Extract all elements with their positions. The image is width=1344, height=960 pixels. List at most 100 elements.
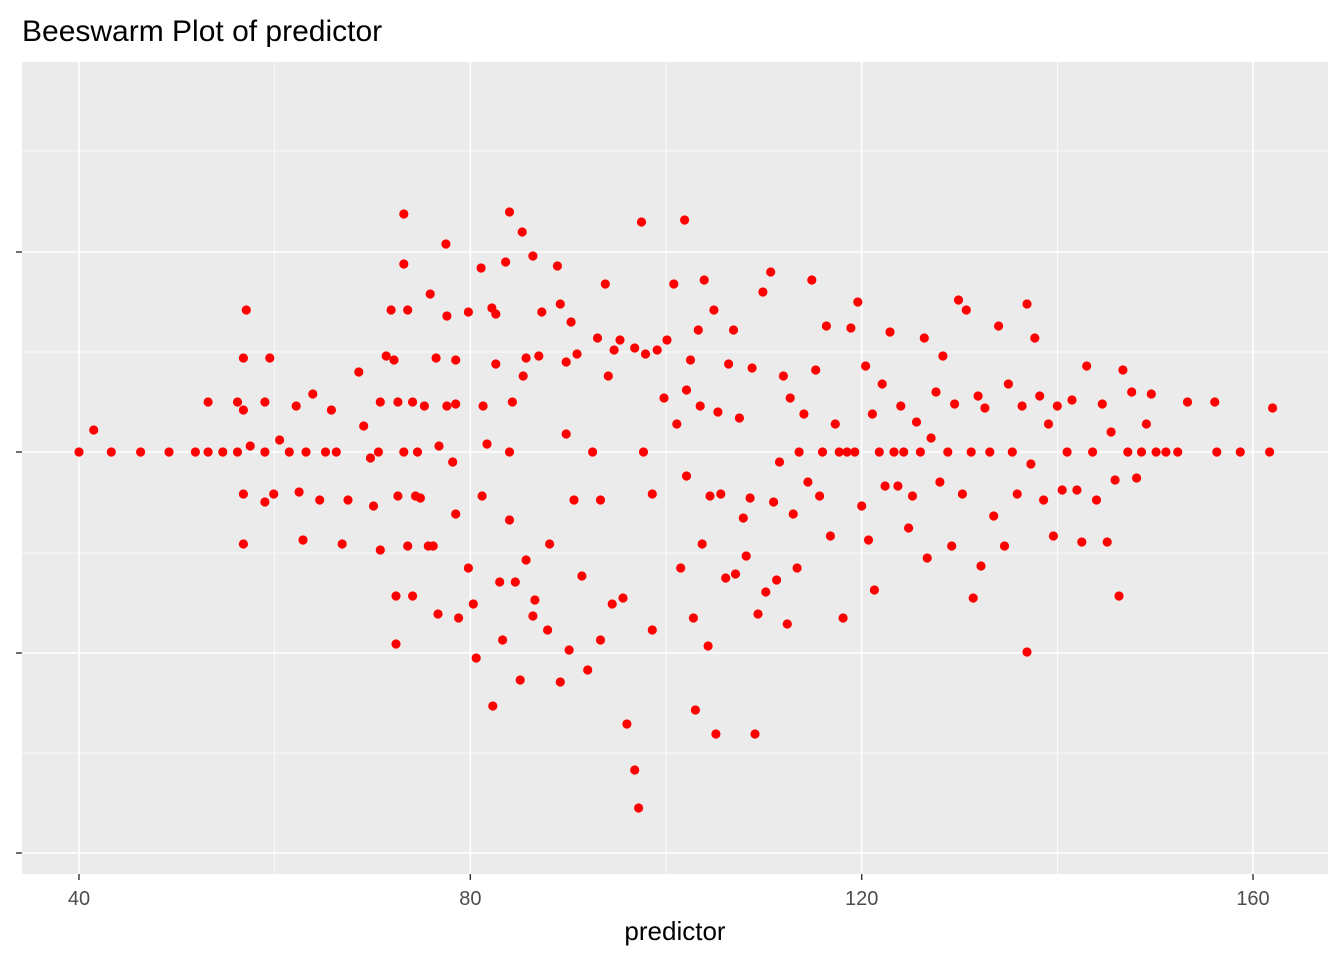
beeswarm-point — [747, 363, 757, 373]
beeswarm-point — [1212, 447, 1222, 457]
beeswarm-point — [463, 563, 473, 573]
beeswarm-point — [425, 289, 435, 299]
beeswarm-point — [697, 539, 707, 549]
beeswarm-point — [1141, 419, 1151, 429]
beeswarm-point — [1132, 473, 1142, 483]
beeswarm-point — [260, 397, 270, 407]
beeswarm-point — [275, 435, 285, 445]
beeswarm-point — [1030, 333, 1040, 343]
beeswarm-point — [753, 609, 763, 619]
beeswarm-point — [488, 701, 498, 711]
beeswarm-point — [877, 379, 887, 389]
beeswarm-point — [607, 599, 617, 609]
beeswarm-point — [985, 447, 995, 457]
beeswarm-point — [1123, 447, 1133, 457]
beeswarm-point — [595, 495, 606, 505]
beeswarm-point — [622, 719, 632, 729]
beeswarm-point — [203, 397, 213, 407]
beeswarm-point — [647, 489, 657, 499]
beeswarm-point — [815, 491, 825, 501]
beeswarm-point — [260, 447, 270, 457]
beeswarm-point — [343, 495, 353, 505]
beeswarm-point — [1210, 397, 1220, 407]
beeswarm-point — [365, 453, 376, 463]
beeswarm-point — [782, 619, 792, 629]
beeswarm-point — [634, 803, 644, 813]
beeswarm-point — [968, 593, 978, 603]
beeswarm-point — [630, 343, 640, 353]
beeswarm-point — [389, 355, 399, 365]
beeswarm-point — [867, 409, 878, 419]
beeswarm-point — [482, 439, 492, 449]
beeswarm-point — [477, 491, 487, 501]
x-tick-label: 120 — [845, 888, 878, 910]
beeswarm-point — [381, 351, 391, 361]
beeswarm-point — [238, 353, 248, 363]
beeswarm-point — [1035, 391, 1045, 401]
beeswarm-point — [724, 359, 734, 369]
beeswarm-point — [1072, 485, 1082, 495]
beeswarm-point — [265, 353, 275, 363]
beeswarm-point — [1062, 447, 1072, 457]
beeswarm-point — [308, 389, 318, 399]
beeswarm-point — [1161, 447, 1171, 457]
beeswarm-point — [241, 305, 251, 315]
beeswarm-point — [284, 447, 294, 457]
beeswarm-point — [504, 447, 515, 457]
beeswarm-point — [830, 419, 840, 429]
beeswarm-point — [817, 447, 828, 457]
beeswarm-point — [337, 539, 347, 549]
beeswarm-point — [603, 371, 613, 381]
beeswarm-point — [386, 305, 396, 315]
beeswarm-point — [451, 399, 461, 409]
beeswarm-point — [504, 207, 515, 217]
beeswarm-point — [899, 447, 909, 457]
beeswarm-point — [408, 397, 418, 407]
beeswarm-point — [721, 573, 731, 583]
x-tick-label: 40 — [68, 888, 90, 910]
beeswarm-point — [569, 495, 579, 505]
beeswarm-point — [1091, 495, 1102, 505]
beeswarm-point — [1007, 447, 1017, 457]
x-axis-ticks: 40 80 120 160 — [68, 874, 1270, 910]
beeswarm-point — [669, 279, 679, 289]
beeswarm-point — [989, 511, 999, 521]
beeswarm-point — [393, 491, 403, 501]
beeswarm-point — [709, 305, 719, 315]
beeswarm-point — [291, 401, 301, 411]
beeswarm-point — [766, 267, 776, 277]
beeswarm-point — [478, 401, 488, 411]
beeswarm-point — [463, 307, 473, 317]
beeswarm-point — [451, 509, 461, 519]
beeswarm-point — [552, 261, 563, 271]
beeswarm-point — [537, 307, 547, 317]
beeswarm-point — [874, 447, 884, 457]
beeswarm-point — [595, 635, 606, 645]
beeswarm-point — [685, 355, 696, 365]
beeswarm-point — [618, 593, 628, 603]
beeswarm-point — [662, 335, 672, 345]
beeswarm-point — [320, 447, 331, 457]
beeswarm-point — [451, 355, 461, 365]
beeswarm-point — [1048, 531, 1058, 541]
beeswarm-point — [521, 353, 531, 363]
x-tick-label: 160 — [1236, 888, 1269, 910]
beeswarm-point — [515, 675, 525, 685]
x-tick-label: 80 — [459, 888, 481, 910]
beeswarm-point — [647, 625, 657, 635]
x-axis-title: predictor — [624, 916, 725, 946]
beeswarm-point — [769, 497, 779, 507]
beeswarm-point — [1106, 427, 1116, 437]
beeswarm-point — [375, 397, 385, 407]
beeswarm-point — [834, 447, 844, 457]
beeswarm-point — [517, 227, 527, 237]
beeswarm-point — [730, 569, 741, 579]
beeswarm-point — [106, 447, 116, 457]
beeswarm-point — [391, 591, 401, 601]
beeswarm-point — [950, 399, 960, 409]
beeswarm-point — [564, 645, 574, 655]
beeswarm-point — [695, 401, 705, 411]
beeswarm-point — [825, 531, 836, 541]
beeswarm-point — [577, 571, 587, 581]
beeswarm-point — [861, 361, 871, 371]
